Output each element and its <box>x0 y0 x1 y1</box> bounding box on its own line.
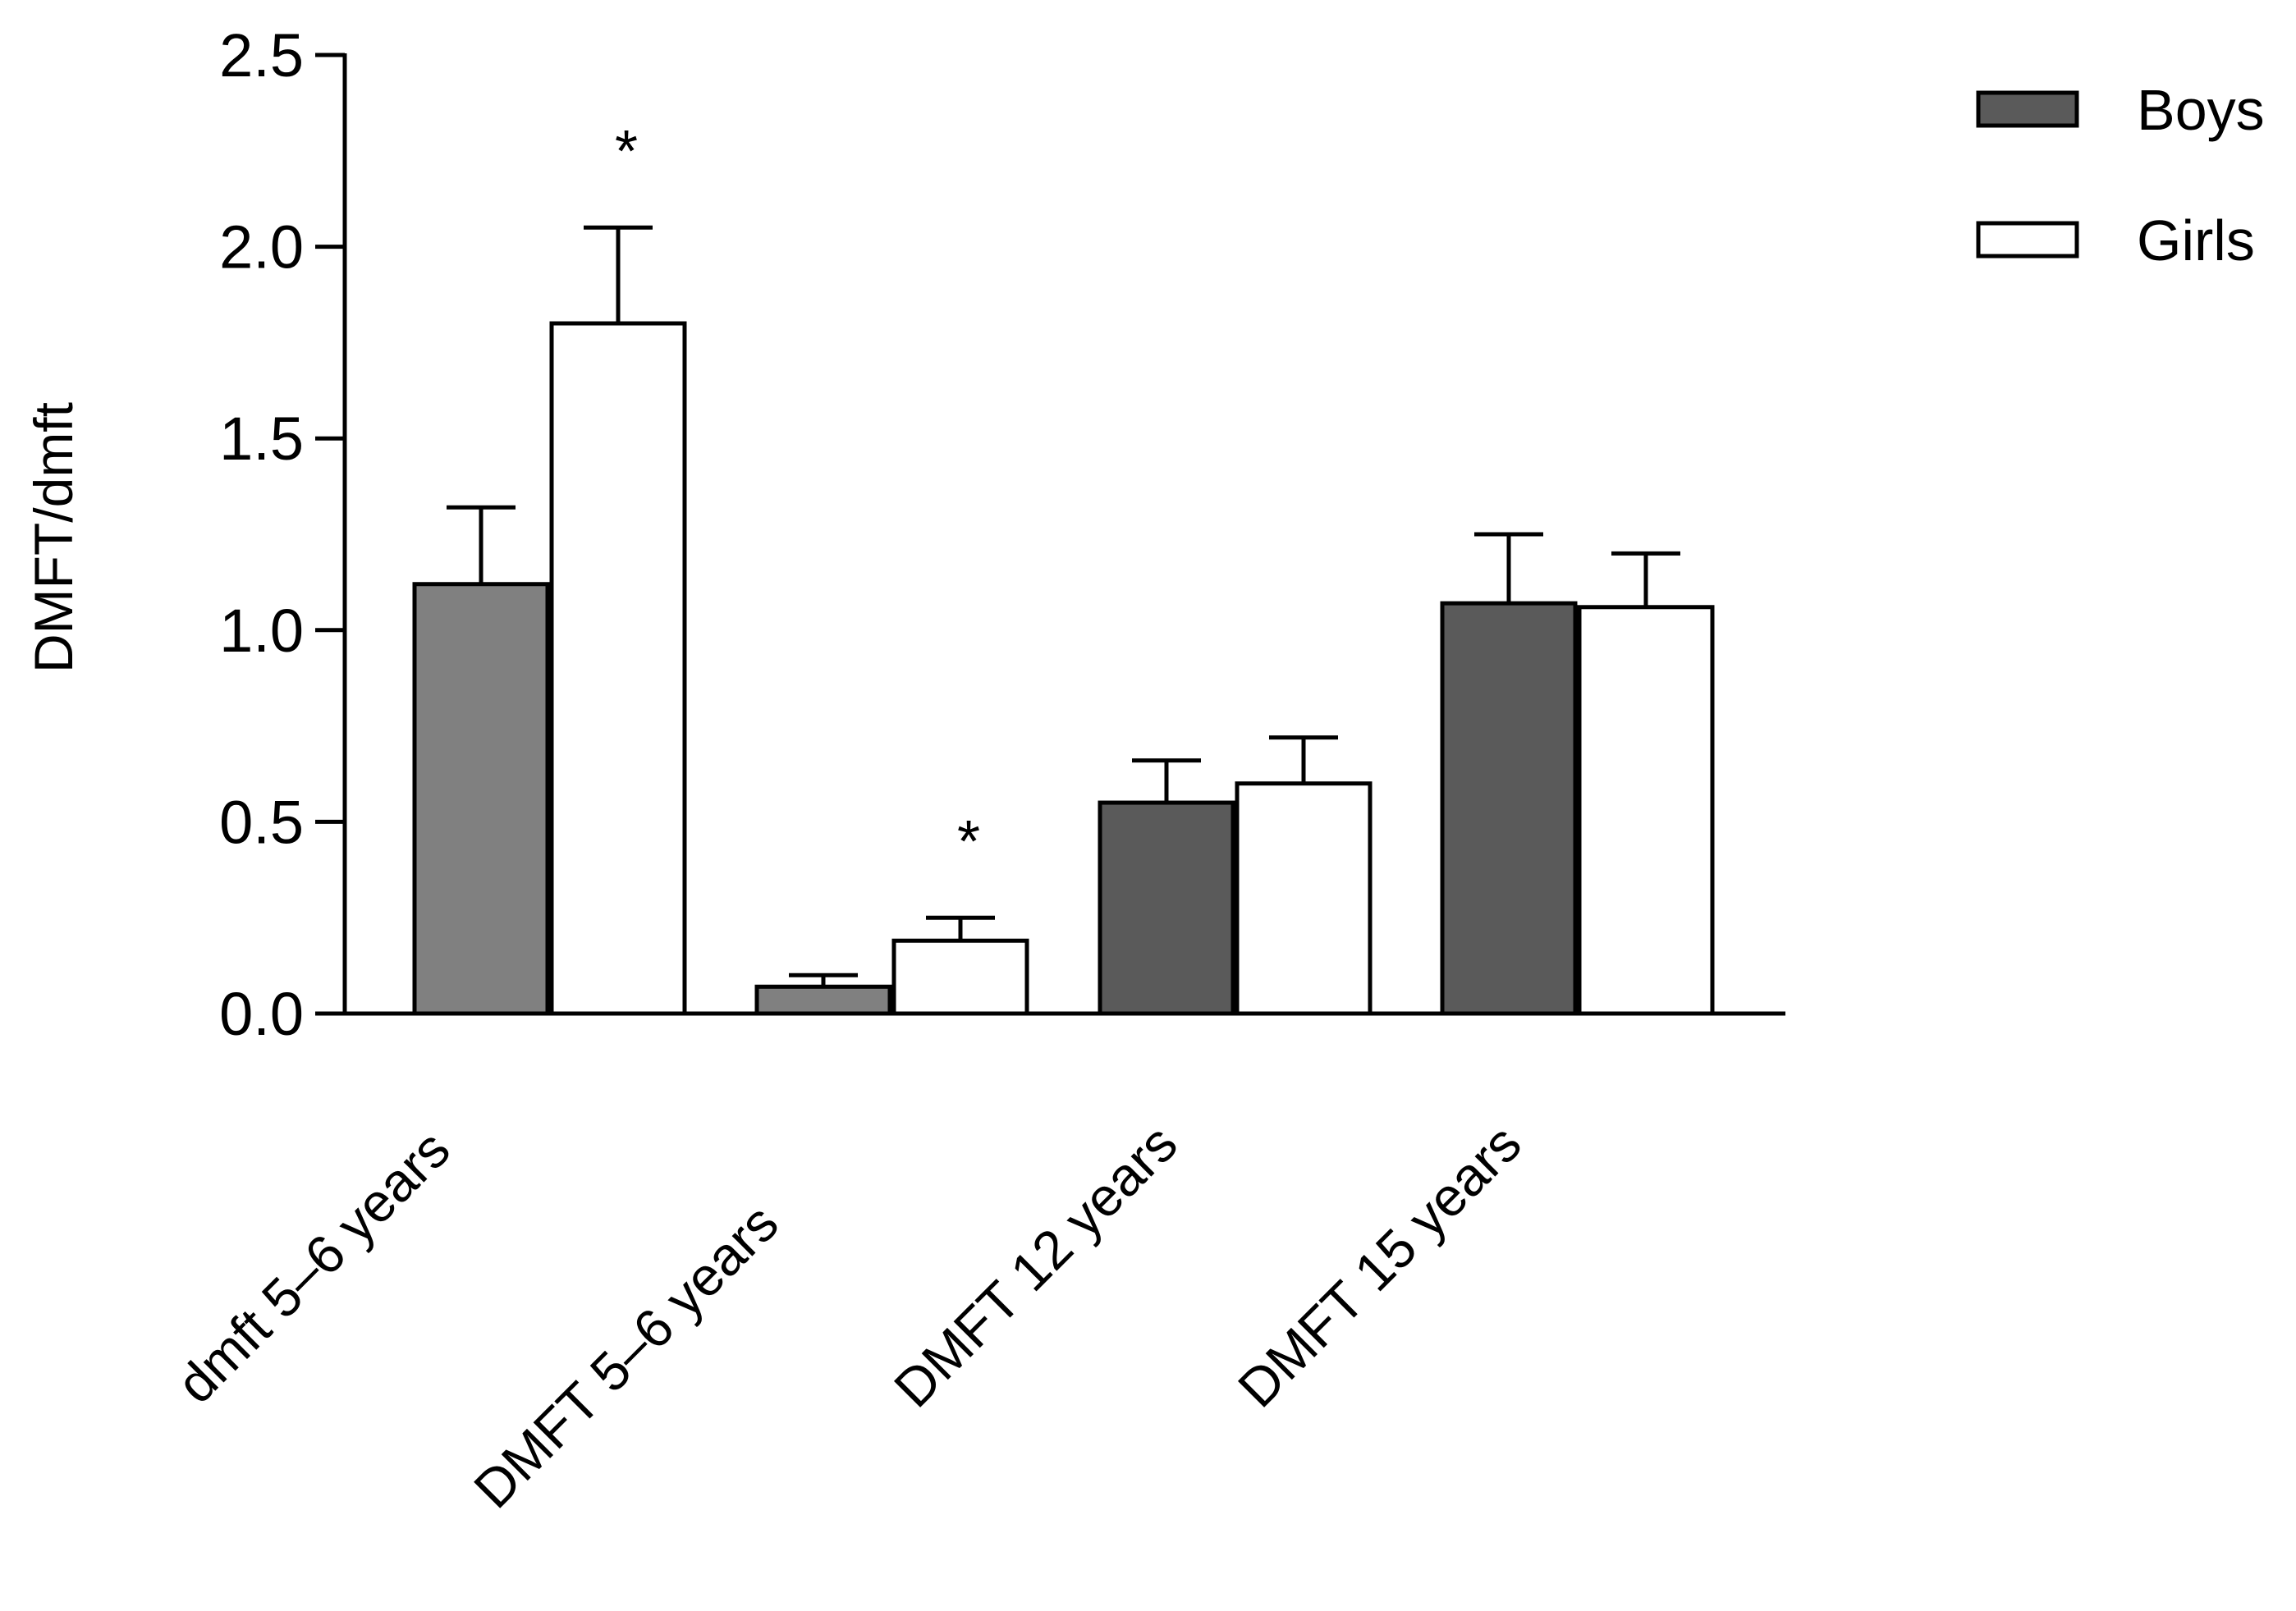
bar-boys-0 <box>412 582 550 1016</box>
legend: Boys Girls <box>1976 78 2265 272</box>
legend-swatch-boys <box>1976 90 2079 128</box>
legend-label-boys: Boys <box>2137 78 2265 142</box>
x-category-label: DMFT 15 years <box>1226 1113 1533 1419</box>
y-tick-label: 0.5 <box>219 788 304 856</box>
x-category-label: dmft 5–6 years <box>165 1119 461 1415</box>
y-tick-label: 1.5 <box>219 405 304 473</box>
bar-boys-2 <box>1098 800 1235 1016</box>
y-tick-label: 0.0 <box>219 980 304 1048</box>
y-tick-label: 1.0 <box>219 597 304 665</box>
y-tick-label: 2.5 <box>219 21 304 89</box>
significance-marker: * <box>615 119 638 185</box>
y-tick-label: 2.0 <box>219 213 304 281</box>
x-category-label: DMFT 5–6 years <box>462 1192 790 1520</box>
bar-boys-3 <box>1440 601 1578 1016</box>
plot-area: 0.0 0.5 1.0 1.5 2.0 2.5 * * dmft 5–6 years DMFT 5… <box>165 21 1785 1520</box>
bar-girls-1 <box>891 938 1029 1016</box>
bar-girls-0 <box>549 321 687 1016</box>
legend-swatch-girls <box>1976 221 2079 259</box>
bar-boys-1 <box>754 984 892 1016</box>
significance-marker: * <box>957 809 980 875</box>
y-axis-title: DMFT/dmft <box>23 402 84 673</box>
bar-girls-2 <box>1235 781 1373 1016</box>
legend-label-girls: Girls <box>2137 208 2255 272</box>
bar-girls-3 <box>1577 605 1715 1016</box>
x-category-label: DMFT 12 years <box>882 1113 1189 1419</box>
